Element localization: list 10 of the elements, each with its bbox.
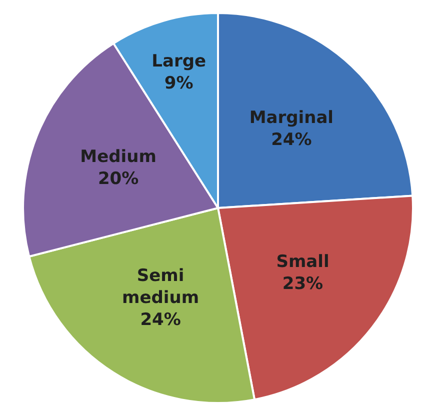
data-label: 23% xyxy=(282,274,324,294)
slice-label: Small xyxy=(276,252,330,272)
slice-label: Semi medium xyxy=(122,266,200,308)
data-label: 24% xyxy=(140,310,181,330)
slice-label: Large xyxy=(152,52,206,72)
slice-label: Marginal xyxy=(249,108,334,128)
data-label: 24% xyxy=(271,130,312,150)
data-label: 20% xyxy=(98,168,139,189)
data-label: 9% xyxy=(164,74,194,94)
slice-label: Medium xyxy=(80,146,156,167)
